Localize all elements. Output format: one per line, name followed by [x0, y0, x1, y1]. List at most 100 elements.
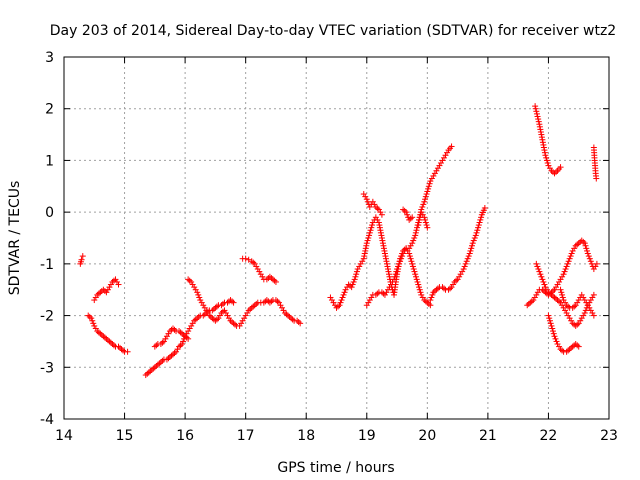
data-point	[564, 260, 571, 267]
data-point	[546, 315, 553, 322]
data-point	[532, 105, 539, 112]
data-point	[582, 307, 589, 314]
x-tick-label: 14	[55, 428, 73, 444]
data-point	[272, 278, 279, 285]
data-point	[471, 235, 478, 241]
data-point	[469, 240, 476, 247]
data-point	[336, 302, 343, 309]
data-point	[475, 222, 482, 229]
data-point	[550, 330, 557, 337]
data-point	[381, 247, 388, 254]
y-tick-label: -1	[40, 257, 54, 273]
data-point	[394, 266, 401, 273]
data-point	[213, 316, 220, 323]
data-point	[409, 240, 416, 247]
data-point	[540, 144, 547, 151]
data-point	[382, 255, 389, 262]
y-tick-label: 2	[45, 102, 54, 118]
data-point	[378, 235, 385, 241]
y-tick-label: 3	[45, 50, 54, 66]
data-point	[465, 253, 472, 260]
data-point	[583, 245, 590, 252]
data-point	[376, 224, 383, 231]
data-point	[412, 232, 419, 239]
data-point	[377, 229, 384, 236]
data-point	[574, 342, 581, 349]
data-point	[582, 242, 589, 249]
data-point	[375, 219, 382, 226]
data-point	[410, 266, 417, 273]
data-point	[474, 227, 481, 234]
data-point	[364, 237, 371, 244]
data-point	[425, 183, 432, 190]
data-point	[186, 277, 193, 284]
data-point	[538, 273, 545, 280]
data-point	[427, 297, 434, 304]
data-point	[381, 250, 388, 257]
data-point	[415, 222, 422, 229]
data-point	[90, 320, 97, 327]
data-point	[393, 268, 400, 275]
data-point	[406, 250, 413, 257]
data-point	[245, 256, 252, 263]
data-point	[584, 250, 591, 257]
data-point	[378, 232, 385, 239]
data-point	[425, 185, 432, 192]
data-point	[391, 273, 398, 280]
data-point	[561, 268, 568, 275]
data-point	[407, 255, 414, 262]
data-point	[536, 121, 543, 128]
data-point	[337, 299, 344, 306]
data-marks	[77, 103, 600, 379]
data-point	[374, 290, 381, 297]
data-point	[406, 253, 413, 260]
data-point	[411, 268, 418, 275]
data-point	[229, 298, 236, 305]
data-point	[396, 260, 403, 267]
data-point	[124, 348, 131, 355]
data-point	[411, 235, 418, 241]
data-point	[420, 201, 427, 208]
data-point	[404, 211, 411, 218]
data-point	[153, 342, 160, 349]
data-point	[349, 281, 356, 288]
data-point	[392, 271, 399, 278]
data-point	[478, 214, 485, 221]
data-point	[567, 253, 574, 260]
data-point	[536, 268, 543, 275]
data-point	[470, 237, 477, 244]
data-point	[399, 253, 406, 260]
data-point	[562, 266, 569, 273]
data-point	[383, 258, 390, 265]
data-point	[466, 250, 473, 257]
data-point	[575, 343, 582, 350]
data-point	[460, 266, 467, 273]
grid	[64, 57, 609, 419]
data-point	[429, 291, 436, 298]
x-tick-label: 20	[418, 428, 436, 444]
data-point	[440, 285, 447, 292]
x-tick-label: 17	[237, 428, 255, 444]
data-point	[413, 276, 420, 283]
data-point	[549, 325, 556, 332]
data-point	[159, 339, 166, 346]
data-point	[422, 193, 429, 200]
data-point	[539, 136, 546, 143]
data-point	[423, 222, 430, 229]
data-point	[368, 224, 375, 231]
data-point	[409, 260, 416, 267]
x-tick-label: 15	[116, 428, 134, 444]
data-point	[171, 326, 178, 333]
data-point	[361, 253, 368, 260]
data-point	[538, 131, 545, 138]
data-point	[363, 240, 370, 247]
data-point	[586, 255, 593, 262]
x-tick-label: 22	[540, 428, 558, 444]
data-point	[268, 298, 275, 305]
data-point	[366, 229, 373, 236]
data-point	[195, 291, 202, 298]
data-point	[88, 315, 95, 322]
data-point	[352, 273, 359, 280]
data-point	[537, 126, 544, 133]
